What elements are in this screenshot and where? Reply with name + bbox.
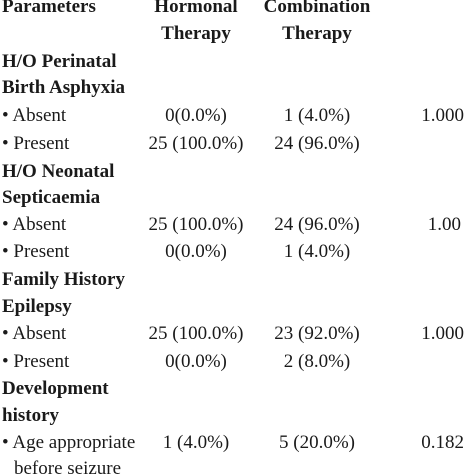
combination-value: 5 (20.0%) — [279, 432, 355, 453]
header-combination-line1: Combination — [263, 0, 371, 17]
row-label: • Absent — [2, 214, 67, 235]
hormonal-value: 0(0.0%) — [165, 105, 227, 126]
combination-value: 1 (4.0%) — [283, 241, 351, 262]
row-label: • Absent — [2, 105, 67, 126]
header-hormonal-line1: Hormonal — [154, 0, 238, 17]
section-title: Birth Asphyxia — [2, 77, 126, 98]
hormonal-value: 0(0.0%) — [165, 351, 227, 372]
header-parameters: Parameters — [2, 0, 96, 17]
row-label: • Present — [2, 133, 70, 154]
section-title: history — [2, 405, 59, 426]
row-label: • Present — [2, 351, 70, 372]
combination-value: 1 (4.0%) — [283, 105, 351, 126]
row-label-continued: before seizure — [14, 458, 122, 474]
section-title: H/O Neonatal — [2, 161, 115, 182]
hormonal-value: 25 (100.0%) — [148, 323, 244, 344]
hormonal-value: 25 (100.0%) — [148, 214, 244, 235]
row-label: • Present — [2, 241, 70, 262]
section-title: Epilepsy — [2, 296, 72, 317]
row-label: • Age appropriate — [2, 432, 136, 453]
section-title: Development — [2, 378, 109, 399]
combination-value: 24 (96.0%) — [274, 133, 360, 154]
p-value: 0.182 — [421, 432, 464, 453]
combination-value: 23 (92.0%) — [274, 323, 360, 344]
section-title: H/O Perinatal — [2, 51, 117, 72]
hormonal-value: 1 (4.0%) — [162, 432, 230, 453]
row-label: • Absent — [2, 323, 67, 344]
header-hormonal-line2: Therapy — [161, 23, 231, 44]
p-value: 1.00 — [427, 214, 461, 235]
section-title: Septicaemia — [2, 187, 101, 208]
hormonal-value: 25 (100.0%) — [148, 133, 244, 154]
combination-value: 2 (8.0%) — [283, 351, 351, 372]
p-value: 1.000 — [421, 323, 464, 344]
p-value: 1.000 — [421, 105, 464, 126]
header-combination-line2: Therapy — [282, 23, 352, 44]
section-title: Family History — [2, 269, 125, 290]
combination-value: 24 (96.0%) — [274, 214, 360, 235]
hormonal-value: 0(0.0%) — [165, 241, 227, 262]
